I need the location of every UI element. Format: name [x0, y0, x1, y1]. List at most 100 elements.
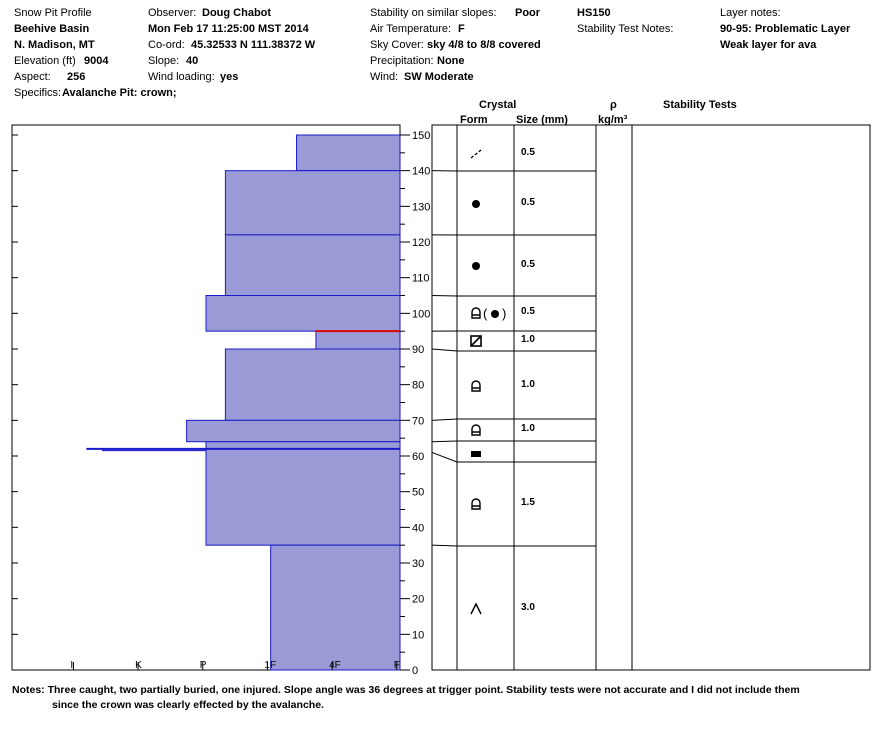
- slope-label: Slope:: [148, 55, 180, 67]
- layer-bar-3: [205, 295, 401, 332]
- form-header: Form: [460, 114, 488, 126]
- size-label: 1.0: [521, 379, 535, 390]
- boundary-connector-7: [431, 451, 458, 463]
- stability-label: Stability on similar slopes:: [370, 7, 497, 19]
- hardness-tick-label: F: [394, 660, 400, 671]
- boundary-connector-4: [431, 348, 458, 352]
- notes-line-2: since the crown was clearly effected by …: [52, 699, 324, 711]
- layer-note-1: 90-95: Problematic Layer: [720, 23, 851, 35]
- depth-tick-label: 30: [412, 558, 424, 570]
- stability-tests-header: Stability Tests: [663, 99, 737, 111]
- notes-block: Notes: Three caught, two partially burie…: [12, 683, 872, 713]
- layer-notes-label: Layer notes:: [720, 7, 781, 19]
- facet-square-icon: [470, 335, 482, 347]
- depth-tick-label: 80: [412, 380, 424, 392]
- size-header: Size (mm): [516, 114, 568, 126]
- size-label: 0.5: [521, 306, 535, 317]
- round-grain-icon: [472, 200, 480, 208]
- facet-diagonal-icon: [470, 335, 482, 347]
- precipitation-label: Precipitation:: [370, 55, 434, 67]
- hardness-tick-label: I: [70, 660, 73, 671]
- faceted-grain-icon: [471, 424, 481, 436]
- layer-bar-5: [224, 348, 401, 421]
- depth-tick-label: 100: [412, 308, 430, 320]
- size-label: 1.0: [521, 423, 535, 434]
- region-name: N. Madison, MT: [14, 39, 95, 51]
- hardness-tick-label: K: [135, 660, 142, 671]
- depth-hoar-icon: [470, 602, 482, 615]
- aspect-label: Aspect:: [14, 71, 51, 83]
- crystal-table-frame: [431, 124, 871, 671]
- size-label: 1.5: [521, 497, 535, 508]
- size-label: 3.0: [521, 602, 535, 613]
- layer-note-2: Weak layer for ava: [720, 39, 817, 51]
- sky-cover-value: sky 4/8 to 8/8 covered: [427, 39, 541, 51]
- layer-bar-4: [315, 330, 401, 350]
- boundary-connector-6: [431, 440, 458, 443]
- aspect-value: 256: [67, 71, 86, 83]
- depth-tick-label: 20: [412, 594, 424, 606]
- hardness-tick-label: 1F: [264, 660, 276, 671]
- stability-value: Poor: [515, 7, 541, 19]
- air-temp-value: F: [458, 23, 465, 35]
- depth-tick-label: 120: [412, 237, 430, 249]
- depth-tick-label: 150: [412, 130, 430, 142]
- size-label: 1.0: [521, 334, 535, 345]
- coord-label: Co-ord:: [148, 39, 185, 51]
- specifics-label: Specifics:: [14, 87, 62, 99]
- wind-value: SW Moderate: [404, 71, 474, 83]
- specifics-value: Avalanche Pit: crown;: [62, 87, 177, 99]
- air-temp-label: Air Temperature:: [370, 23, 452, 35]
- depth-tick-label: 0: [412, 665, 418, 677]
- wind-label: Wind:: [370, 71, 399, 83]
- notes-line-1: Three caught, two partially buried, one …: [47, 684, 800, 696]
- wind-loading-value: yes: [220, 71, 239, 83]
- hardness-tick-label: P: [200, 660, 207, 671]
- crust-icon: [471, 451, 481, 457]
- faceted-grain-icon: [471, 498, 481, 510]
- depth-tick-label: 60: [412, 451, 424, 463]
- depth-tick-label: 130: [412, 201, 430, 213]
- wind-loading-label: Wind loading:: [148, 71, 215, 83]
- stability-notes-label: Stability Test Notes:: [577, 23, 674, 35]
- depth-tick-label: 90: [412, 344, 424, 356]
- elevation-value: 9004: [84, 55, 109, 67]
- layer-bar-1: [224, 170, 401, 236]
- paren-icon: ): [502, 306, 506, 321]
- observer-value: Doug Chabot: [202, 7, 272, 19]
- depth-tick-label: 140: [412, 166, 430, 178]
- density-header: ρ: [610, 99, 617, 111]
- faceted-grain-icon: [471, 380, 481, 392]
- faceted-round-icon: [471, 307, 481, 319]
- round-grain-icon: [491, 310, 499, 318]
- depth-tick-label: 40: [412, 522, 424, 534]
- hs-value: HS150: [577, 7, 611, 19]
- layer-bar-0: [296, 134, 401, 172]
- size-label: 0.5: [521, 197, 535, 208]
- coord-value: 45.32533 N 111.38372 W: [191, 39, 316, 51]
- layer-bar-2: [224, 234, 401, 297]
- depth-tick-label: 110: [412, 273, 430, 285]
- depth-tick-label: 70: [412, 415, 424, 427]
- hardness-tick-label: 4F: [329, 660, 341, 671]
- sky-cover-label: Sky Cover:: [370, 39, 424, 51]
- size-label: 0.5: [521, 259, 535, 270]
- dendrite-icon: [470, 149, 482, 159]
- layer-bar-6: [186, 419, 401, 443]
- snow-profile-chart: 0 10 20 30 40 50 60 70 80 90 100 110 120 130 140 150 I K P…: [11, 124, 871, 677]
- profile-title: Snow Pit Profile: [14, 7, 92, 19]
- layer-bar-8: [205, 441, 401, 546]
- crystal-header: Crystal: [479, 99, 517, 111]
- boundary-connector-2: [431, 295, 458, 297]
- observation-datetime: Mon Feb 17 11:25:00 MST 2014: [148, 23, 309, 35]
- boundary-connector-8: [431, 544, 458, 547]
- layer-bar-9: [270, 544, 401, 671]
- elevation-label: Elevation (ft): [14, 55, 76, 67]
- depth-tick-label: 10: [412, 629, 424, 641]
- location-name: Beehive Basin: [14, 23, 90, 35]
- observer-label: Observer:: [148, 7, 197, 19]
- slope-value: 40: [186, 55, 199, 67]
- round-grain-icon: [472, 262, 480, 270]
- size-label: 0.5: [521, 147, 535, 158]
- notes-label: Notes:: [12, 684, 45, 696]
